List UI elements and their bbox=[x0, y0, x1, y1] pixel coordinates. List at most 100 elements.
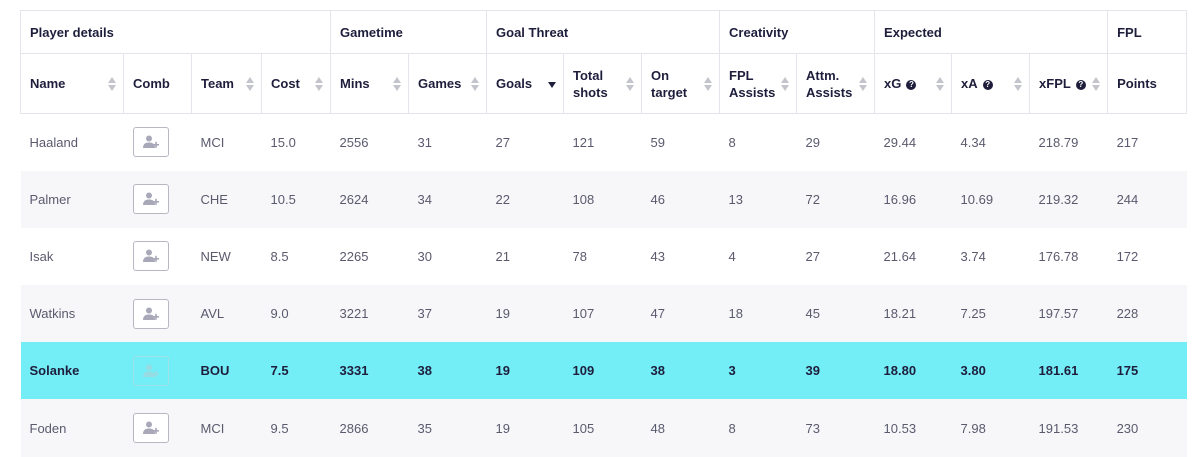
cell-team: CHE bbox=[191, 170, 262, 228]
cell-name: Haaland bbox=[29, 134, 78, 150]
column-header-xa[interactable]: xA? bbox=[951, 53, 1031, 114]
sort-descending-icon[interactable] bbox=[547, 76, 557, 92]
add-user-icon bbox=[142, 249, 159, 263]
cell-fpl-assists: 8 bbox=[719, 399, 797, 457]
cell-on-target: 59 bbox=[650, 134, 665, 150]
column-header-label: xG bbox=[884, 76, 902, 91]
cell-attm-assists: 29 bbox=[805, 134, 821, 150]
cell-team: NEW bbox=[200, 248, 231, 264]
add-user-icon bbox=[142, 364, 159, 377]
cell-cost: 9.0 bbox=[261, 285, 331, 343]
cell-attm-assists: 27 bbox=[805, 248, 821, 264]
cell-goals: 19 bbox=[486, 342, 564, 400]
column-group-expected: Expected bbox=[874, 10, 1109, 54]
sort-up-arrow-icon bbox=[781, 76, 790, 83]
cell-mins: 2265 bbox=[339, 248, 369, 264]
column-header-name[interactable]: Name bbox=[20, 53, 124, 114]
player-stats-table-container: Player details Gametime Goal Threat Creativ… bbox=[19, 10, 1188, 457]
sort-icon[interactable] bbox=[245, 76, 255, 92]
cell-mins: 2624 bbox=[330, 170, 409, 228]
cell-total-shots: 78 bbox=[572, 248, 587, 264]
column-header-attm-assists[interactable]: Attm. Assists bbox=[796, 53, 876, 114]
sort-icon[interactable] bbox=[780, 76, 790, 92]
cell-xfpl: 191.53 bbox=[1029, 399, 1108, 457]
sort-up-arrow-icon bbox=[1014, 76, 1023, 83]
add-to-comparison-button[interactable] bbox=[132, 127, 169, 158]
sort-down-arrow-icon bbox=[1092, 84, 1101, 91]
cell-name: Watkins bbox=[20, 285, 124, 343]
sort-up-arrow-icon bbox=[859, 76, 868, 83]
table-row[interactable]: Solanke BOU 7.5 3331 38 19 109 38 3 39 18.80 3.80 18… bbox=[20, 342, 1187, 400]
table-row[interactable]: Foden MCI 9.5 2866 35 19 105 48 8 73 10.53 7.98 191.… bbox=[20, 399, 1187, 457]
sort-icon[interactable] bbox=[314, 76, 324, 92]
sort-up-arrow-icon bbox=[626, 76, 635, 83]
sort-down-arrow-icon bbox=[936, 84, 945, 91]
cell-games: 37 bbox=[408, 285, 487, 343]
column-header-xfpl[interactable]: xFPL? bbox=[1029, 53, 1109, 114]
cell-games: 35 bbox=[408, 399, 487, 457]
help-icon[interactable]: ? bbox=[1075, 80, 1086, 90]
table-row[interactable]: Palmer CHE 10.5 2624 34 22 108 46 13 72 16.96 10.69… bbox=[20, 170, 1187, 228]
cell-cost: 8.5 bbox=[270, 248, 289, 264]
cell-xfpl: 176.78 bbox=[1038, 248, 1079, 264]
column-header-label: Team bbox=[201, 76, 234, 91]
column-header-label: Games bbox=[418, 76, 462, 91]
column-header-on-target[interactable]: On target bbox=[641, 53, 721, 114]
cell-xg: 29.44 bbox=[883, 134, 917, 150]
cell-points: 217 bbox=[1116, 134, 1139, 150]
cell-xfpl: 181.61 bbox=[1029, 342, 1108, 400]
cell-xa: 10.69 bbox=[951, 170, 1030, 228]
sort-icon[interactable] bbox=[107, 76, 117, 92]
cell-mins: 2866 bbox=[330, 399, 409, 457]
column-header-label: Cost bbox=[271, 76, 300, 91]
cell-cost: 9.5 bbox=[261, 399, 331, 457]
sort-down-arrow-icon bbox=[626, 84, 635, 91]
column-header-label: On target bbox=[651, 67, 688, 100]
sort-icon[interactable] bbox=[470, 76, 480, 92]
column-group-gametime: Gametime bbox=[330, 10, 488, 54]
column-header-games[interactable]: Games bbox=[408, 53, 488, 114]
table-row[interactable]: Watkins AVL 9.0 3221 37 19 107 47 18 45 18.21 7.25 1… bbox=[20, 285, 1187, 343]
sort-icon[interactable] bbox=[703, 76, 713, 92]
cell-on-target: 48 bbox=[641, 399, 720, 457]
cell-total-shots: 109 bbox=[563, 342, 642, 400]
cell-attm-assists: 39 bbox=[796, 342, 875, 400]
help-icon[interactable]: ? bbox=[982, 80, 993, 90]
column-header-row: Name Comb Team Cost Mins Games Goals Total shot… bbox=[20, 53, 1188, 114]
sort-icon[interactable] bbox=[1091, 76, 1101, 92]
column-header-team[interactable]: Team bbox=[191, 53, 262, 114]
add-to-comparison-button[interactable] bbox=[132, 241, 169, 272]
column-header-goals[interactable]: Goals bbox=[486, 53, 565, 114]
cell-comb bbox=[124, 228, 192, 285]
cell-total-shots: 121 bbox=[572, 134, 595, 150]
column-header-label: Goals bbox=[496, 76, 533, 91]
sort-icon[interactable] bbox=[935, 76, 945, 92]
column-header-total-shots[interactable]: Total shots bbox=[563, 53, 643, 114]
sort-down-arrow-icon bbox=[471, 84, 480, 91]
column-header-fpl-assists[interactable]: FPL Assists bbox=[719, 53, 798, 114]
help-icon[interactable]: ? bbox=[906, 80, 917, 90]
column-header-label: xA bbox=[961, 76, 978, 91]
cell-name: Isak bbox=[29, 248, 54, 264]
add-to-comparison-button[interactable] bbox=[132, 184, 169, 215]
cell-fpl-assists: 3 bbox=[719, 342, 797, 400]
table-body: Haaland MCI 15.0 2556 31 27 121 59 8 29 29.44 4.34 2… bbox=[20, 114, 1187, 457]
column-header-mins[interactable]: Mins bbox=[330, 53, 410, 114]
add-to-comparison-button[interactable] bbox=[132, 413, 169, 444]
add-to-comparison-button[interactable] bbox=[132, 298, 169, 329]
table-row[interactable]: Isak NEW 8.5 2265 30 21 78 43 4 27 21.64 3.74 176.78… bbox=[21, 228, 1187, 285]
cell-xa: 3.74 bbox=[960, 248, 986, 264]
add-to-comparison-button[interactable] bbox=[132, 355, 169, 386]
cell-name: Palmer bbox=[20, 170, 124, 228]
add-user-icon bbox=[142, 421, 159, 435]
sort-icon[interactable] bbox=[392, 76, 402, 92]
sort-icon[interactable] bbox=[625, 76, 635, 92]
column-header-cost[interactable]: Cost bbox=[260, 53, 332, 114]
table-row[interactable]: Haaland MCI 15.0 2556 31 27 121 59 8 29 29.44 4.34 2… bbox=[21, 114, 1187, 171]
column-header-xg[interactable]: xG? bbox=[874, 53, 953, 114]
sort-icon[interactable] bbox=[858, 76, 868, 92]
cell-games: 34 bbox=[408, 170, 487, 228]
sort-down-arrow-icon bbox=[548, 81, 557, 88]
sort-icon[interactable] bbox=[1013, 76, 1023, 92]
player-stats-table: Player details Gametime Goal Threat Creativ… bbox=[19, 10, 1188, 457]
